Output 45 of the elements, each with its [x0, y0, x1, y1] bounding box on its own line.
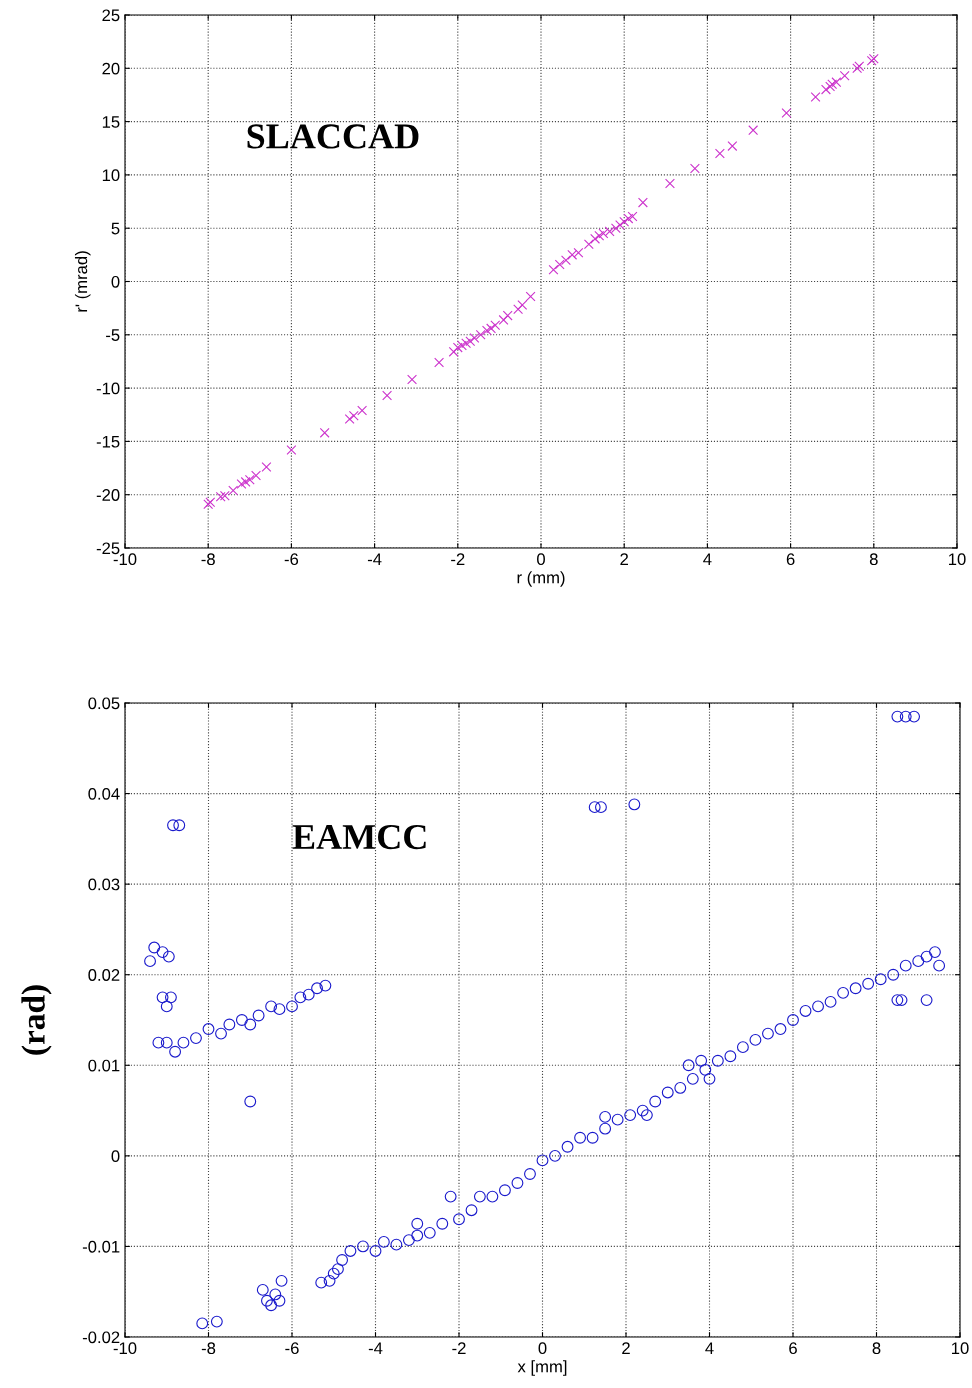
y-tick-label: 0.04 [88, 787, 120, 800]
x-tick-label: 6 [789, 1342, 797, 1355]
x-tick-label: 4 [703, 553, 712, 565]
y-tick-label: 15 [102, 116, 120, 128]
y-axis-title: (rad) [21, 985, 52, 1055]
x-tick-label: -4 [368, 1342, 383, 1354]
y-tick-label: -10 [96, 382, 120, 395]
y-tick-label: -5 [106, 329, 120, 341]
y-tick-label: -20 [96, 489, 120, 501]
y-tick-label: 0 [111, 1150, 120, 1163]
x-tick-label: -6 [284, 553, 299, 566]
x-tick-label: -8 [201, 1342, 216, 1355]
x-tick-label: 8 [872, 1342, 881, 1355]
x-axis-title: r (mm) [517, 571, 565, 587]
y-tick-label: 0.01 [88, 1059, 120, 1072]
y-tick-label: -25 [96, 542, 120, 555]
x-tick-label: -8 [201, 553, 215, 566]
x-tick-label: -6 [285, 1342, 299, 1355]
x-tick-label: 0 [538, 1342, 547, 1355]
y-tick-label: 0 [111, 275, 120, 288]
y-tick-label: 0.02 [88, 969, 120, 981]
y-axis-title: r' (mrad) [74, 251, 91, 312]
y-tick-label: 0.05 [88, 697, 120, 710]
x-axis-title: x [mm] [517, 1360, 567, 1376]
x-tick-label: 6 [786, 553, 795, 566]
annotation: SLACCAD [247, 124, 419, 149]
x-tick-label: 2 [622, 1342, 630, 1354]
y-tick-label: -15 [96, 435, 120, 448]
y-tick-label: -0.02 [82, 1331, 120, 1344]
y-tick-label: 20 [102, 62, 120, 75]
y-tick-label: 0.03 [88, 878, 120, 891]
y-tick-label: 10 [102, 169, 120, 182]
x-tick-label: 8 [869, 553, 878, 566]
x-tick-label: 0 [537, 553, 545, 566]
x-tick-label: 2 [620, 553, 628, 565]
y-tick-label: -0.01 [82, 1240, 120, 1253]
y-tick-label: 5 [111, 222, 120, 235]
x-tick-label: -2 [451, 553, 465, 565]
x-tick-label: -2 [452, 1342, 466, 1354]
annotation: EAMCC [292, 824, 426, 850]
x-tick-label: 4 [705, 1342, 714, 1354]
x-tick-label: -4 [367, 553, 382, 565]
x-tick-label: 10 [949, 553, 966, 566]
y-tick-label: 25 [102, 9, 120, 22]
x-tick-label: 10 [952, 1342, 969, 1355]
